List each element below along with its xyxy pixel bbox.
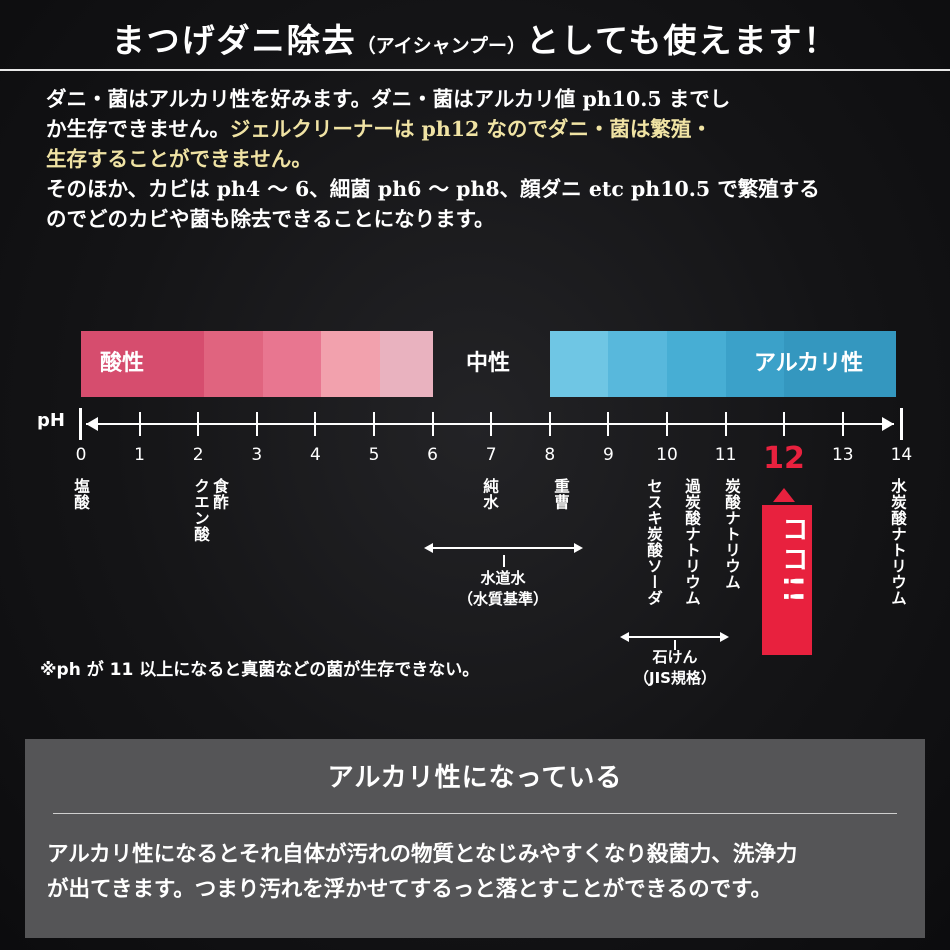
substance-vinegar: 食酢	[211, 478, 229, 510]
ph-tick	[548, 412, 551, 436]
acid-segment	[81, 331, 205, 397]
tap-water-connector	[503, 555, 505, 567]
ph-axis	[86, 423, 894, 425]
axis-end-bar	[900, 408, 903, 440]
ph-tick-label: 13	[831, 445, 854, 465]
ph-tick	[607, 412, 610, 436]
intro-line-5: のでどのカビや菌も除去できることになります。	[46, 207, 495, 231]
panel-divider	[53, 813, 897, 814]
ph-tick	[255, 412, 258, 436]
substance-sodium-carbonate: 炭酸ナトリウム	[723, 478, 741, 590]
axis-right-arrow-icon	[882, 417, 894, 431]
panel-body: アルカリ性になるとそれ自体が汚れの物質となじみやすくなり殺菌力、洗浄力 が出てき…	[47, 837, 907, 907]
tap-water-left-arrow-icon	[424, 543, 433, 553]
tap-water-label: 水道水 （水質基準）	[430, 568, 576, 610]
ph-tick-label: 4	[309, 445, 321, 465]
title-sub: （アイシャンプー）	[356, 35, 527, 57]
ph-tick-label: 3	[251, 445, 263, 465]
ph-tick-label: 5	[368, 445, 380, 465]
substance-sodium-hydroxide: 水炭酸ナトリウム	[889, 478, 907, 606]
intro-text: ダニ・菌はアルカリ性を好みます。ダニ・菌はアルカリ値 ph10.5 までし か生…	[46, 84, 916, 234]
substance-citric-acid: クエン酸	[192, 478, 210, 542]
page-title: まつげダニ除去（アイシャンプー）としても使えます！	[0, 14, 950, 62]
alkaline-segment	[608, 331, 667, 397]
tap-water-range-line	[432, 547, 574, 549]
soap-range-line	[628, 636, 720, 638]
intro-line-2: か生存できません。ジェルクリーナーは ph12 なのでダニ・菌は繁殖・	[46, 114, 916, 144]
highlight-pointer-icon	[773, 488, 795, 502]
acid-segment	[379, 331, 433, 397]
intro-line-3: 生存することができません。	[46, 147, 312, 171]
soap-right-arrow-icon	[720, 632, 729, 642]
acid-segment	[204, 331, 263, 397]
title-main: まつげダニ除去	[111, 21, 357, 60]
acid-segment	[321, 331, 380, 397]
alkaline-segment	[667, 331, 726, 397]
panel-body-line-1: アルカリ性になるとそれ自体が汚れの物質となじみやすくなり殺菌力、洗浄力	[47, 842, 798, 867]
ph-tick	[783, 412, 786, 436]
intro-line-2a: か生存できません。	[46, 117, 230, 141]
alkaline-segment	[725, 331, 785, 397]
ph-tick	[490, 412, 493, 436]
footnote: ※ph が 11 以上になると真菌などの菌が生存できない。	[40, 660, 480, 680]
soap-connector	[674, 640, 676, 650]
info-panel: アルカリ性になっている アルカリ性になるとそれ自体が汚れの物質となじみやすくなり…	[25, 739, 925, 938]
ph-tick	[373, 412, 375, 436]
substance-percarbonate: 過炭酸ナトリウム	[683, 478, 701, 606]
highlight-callout-text: ココ!!	[777, 515, 808, 606]
panel-body-line-2: が出てきます。つまり汚れを浮かせてするっと落とすことができるのです。	[47, 877, 772, 902]
neutral-label: 中性	[466, 351, 511, 376]
soap-label-1: 石けん	[652, 648, 698, 666]
tap-water-right-arrow-icon	[574, 543, 583, 553]
title-divider	[0, 69, 950, 71]
tap-water-label-2: （水質基準）	[457, 590, 548, 608]
alkaline-segment	[784, 331, 896, 397]
intro-line-1: ダニ・菌はアルカリ性を好みます。ダニ・菌はアルカリ値 ph10.5 までし	[46, 87, 731, 111]
ph-tick-label: 7	[485, 445, 497, 465]
substance-sesquicarbonate: セスキ炭酸ソーダ	[645, 478, 663, 606]
highlight-callout-box	[762, 505, 812, 655]
axis-left-arrow-icon	[86, 417, 98, 431]
acid-label: 酸性	[100, 351, 145, 376]
soap-left-arrow-icon	[620, 632, 629, 642]
alkaline-segment	[549, 331, 609, 397]
ph-tick	[314, 412, 317, 436]
tap-water-label-1: 水道水	[480, 569, 526, 587]
ph-tick-label: 14	[890, 445, 913, 465]
intro-line-4: そのほか、カビは ph4 ～ 6、細菌 ph6 ～ ph8、顔ダニ etc ph…	[46, 177, 820, 201]
axis-start-bar	[79, 408, 82, 440]
alkaline-label: アルカリ性	[754, 351, 864, 376]
acid-segment	[262, 331, 322, 397]
ph-tick	[841, 412, 844, 436]
substance-pure-water: 純水	[481, 478, 499, 510]
highlight-ph-value: 12	[763, 441, 805, 476]
ph-tick-label: 1	[134, 445, 145, 465]
substance-baking-soda: 重曹	[552, 478, 570, 510]
ph-tick-label: 8	[544, 445, 556, 465]
soap-label-2: （JIS規格）	[634, 669, 716, 687]
title-end: としても使えます！	[526, 21, 839, 60]
ph-tick-label: 2	[192, 445, 204, 465]
ph-tick	[724, 412, 727, 436]
ph-tick	[138, 412, 141, 436]
ph-tick-label: 0	[75, 445, 87, 465]
ph-axis-label: pH	[37, 410, 65, 431]
soap-label: 石けん （JIS規格）	[620, 647, 730, 689]
ph-tick	[197, 412, 200, 436]
ph-tick	[431, 412, 434, 436]
ph-tick-label: 9	[602, 445, 614, 465]
ph-tick	[666, 412, 668, 436]
ph-tick-label: 11	[714, 445, 737, 465]
intro-highlight: ジェルクリーナーは ph12 なのでダニ・菌は繁殖・	[229, 117, 712, 141]
ph-tick-label: 10	[656, 445, 678, 465]
ph-tick-label: 6	[427, 445, 438, 465]
substance-hydrochloric-acid: 塩酸	[72, 478, 90, 510]
panel-title: アルカリ性になっている	[327, 763, 623, 793]
